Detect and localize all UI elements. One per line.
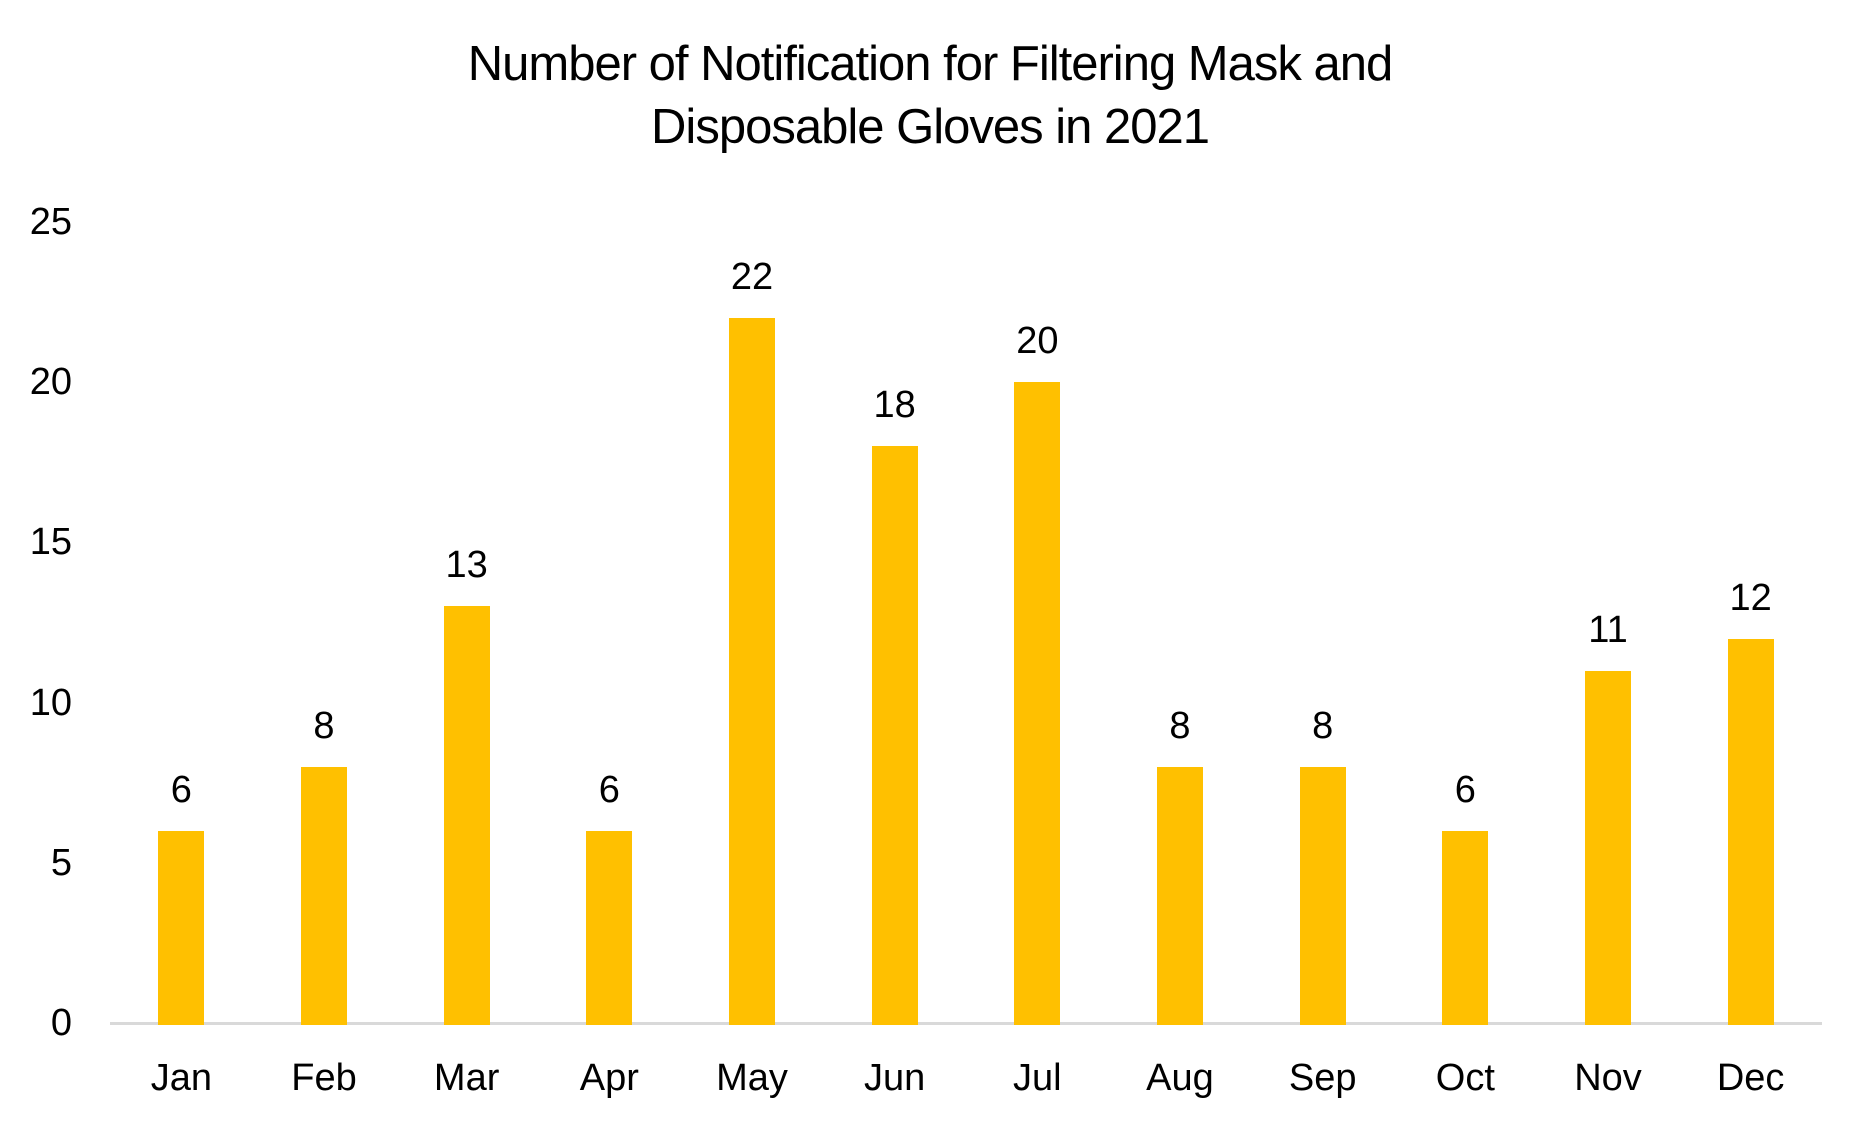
- chart-title-line-1: Number of Notification for Filtering Mas…: [467, 37, 1394, 91]
- y-axis-tick-label-0: 0: [50, 1002, 72, 1044]
- x-axis-category-label-aug: Aug: [1146, 1057, 1214, 1099]
- x-axis-category-label-dec: Dec: [1716, 1057, 1785, 1099]
- bar-jul: [1014, 382, 1061, 1025]
- bar-oct: [1442, 830, 1489, 1025]
- x-axis-category-label-feb: Feb: [291, 1057, 357, 1099]
- x-axis-category-label-may: May: [716, 1057, 788, 1099]
- bar-may: [729, 318, 775, 1025]
- bar-feb: [301, 766, 347, 1025]
- chart-title-line-2: Disposable Gloves in 2021: [651, 100, 1210, 154]
- bar-aug: [1157, 766, 1203, 1025]
- bar-sep: [1299, 766, 1346, 1025]
- bar-value-label-apr: 6: [598, 768, 620, 811]
- x-axis-category-label-sep: Sep: [1288, 1057, 1357, 1099]
- bar-value-label-mar: 13: [445, 544, 488, 587]
- y-axis-tick-label-5: 5: [50, 841, 72, 884]
- y-axis-tick-label-25: 25: [29, 201, 72, 243]
- x-axis-line: [110, 1022, 1822, 1025]
- chart-title: Number of Notification for Filtering Mas…: [0, 33, 1860, 159]
- x-axis-category-label-jul: Jul: [1013, 1057, 1062, 1099]
- bar-value-label-sep: 8: [1312, 704, 1334, 747]
- bar-dec: [1727, 638, 1774, 1025]
- x-axis-category-label-apr: Apr: [579, 1057, 639, 1099]
- x-axis-category-label-jun: Jun: [864, 1057, 926, 1099]
- bar-value-label-jul: 20: [1016, 320, 1059, 363]
- bar-value-label-nov: 11: [1588, 608, 1628, 651]
- bar-jan: [158, 830, 205, 1025]
- bar-value-label-jun: 18: [873, 384, 916, 427]
- bar-value-label-oct: 6: [1454, 768, 1476, 811]
- bar-value-label-aug: 8: [1169, 704, 1191, 747]
- bar-value-label-may: 22: [730, 256, 774, 299]
- y-axis-tick-label-15: 15: [29, 521, 72, 564]
- y-axis-tick-label-20: 20: [29, 361, 72, 404]
- x-axis-category-label-nov: Nov: [1574, 1057, 1642, 1099]
- bar-nov: [1585, 670, 1631, 1025]
- bar-value-label-dec: 12: [1729, 576, 1772, 619]
- bar-jun: [871, 446, 918, 1025]
- bar-value-label-feb: 8: [313, 704, 335, 747]
- bar-value-label-jan: 6: [170, 768, 192, 811]
- x-axis-category-label-jan: Jan: [150, 1057, 212, 1099]
- x-axis-category-label-mar: Mar: [433, 1057, 500, 1099]
- y-axis-tick-label-10: 10: [29, 681, 72, 724]
- x-axis-category-label-oct: Oct: [1435, 1057, 1495, 1099]
- bar-mar: [443, 606, 490, 1025]
- bar-apr: [586, 830, 633, 1025]
